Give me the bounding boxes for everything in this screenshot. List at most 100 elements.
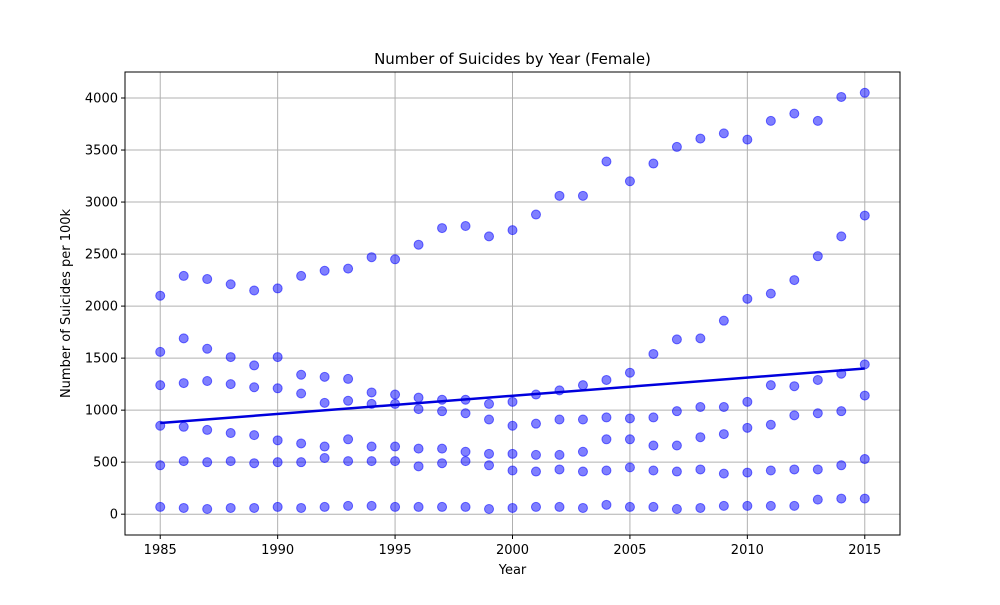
data-point xyxy=(601,499,612,510)
data-point xyxy=(859,454,870,465)
data-point xyxy=(859,87,870,98)
x-tick-label: 1990 xyxy=(261,543,294,558)
data-point xyxy=(155,501,166,512)
data-point xyxy=(296,502,307,513)
data-point xyxy=(554,501,565,512)
y-tick-label: 3500 xyxy=(85,144,118,159)
data-point xyxy=(507,225,518,236)
data-point xyxy=(460,220,471,231)
data-point xyxy=(249,360,260,371)
data-point xyxy=(742,396,753,407)
data-point xyxy=(695,502,706,513)
data-point xyxy=(765,380,776,391)
data-point xyxy=(225,352,236,363)
data-point xyxy=(648,158,659,169)
data-point xyxy=(178,502,189,513)
data-point xyxy=(390,441,401,452)
data-point xyxy=(624,176,635,187)
data-point xyxy=(648,440,659,451)
data-point xyxy=(695,432,706,443)
data-point xyxy=(577,414,588,425)
data-point xyxy=(624,434,635,445)
data-point xyxy=(366,500,377,511)
data-point xyxy=(671,440,682,451)
data-points xyxy=(155,87,870,514)
data-point xyxy=(296,369,307,380)
data-point xyxy=(577,466,588,477)
data-point xyxy=(601,412,612,423)
y-tick-label: 500 xyxy=(93,456,118,471)
data-point xyxy=(671,503,682,514)
data-point xyxy=(249,430,260,441)
data-point xyxy=(484,398,495,409)
data-point xyxy=(272,457,283,468)
data-point xyxy=(272,435,283,446)
data-point xyxy=(718,429,729,440)
data-point xyxy=(225,456,236,467)
data-point xyxy=(859,210,870,221)
data-point xyxy=(836,493,847,504)
data-point xyxy=(319,453,330,464)
data-point xyxy=(554,464,565,475)
data-point xyxy=(366,441,377,452)
data-point xyxy=(718,128,729,139)
data-point xyxy=(648,412,659,423)
data-point xyxy=(601,434,612,445)
data-point xyxy=(695,402,706,413)
data-point xyxy=(178,378,189,389)
data-point xyxy=(484,448,495,459)
x-tick-label: 2005 xyxy=(613,543,646,558)
data-point xyxy=(460,446,471,457)
data-point xyxy=(765,465,776,476)
data-point xyxy=(577,502,588,513)
data-point xyxy=(671,406,682,417)
data-point xyxy=(155,290,166,301)
data-point xyxy=(460,408,471,419)
data-point xyxy=(507,465,518,476)
data-point xyxy=(742,422,753,433)
data-point xyxy=(836,460,847,471)
data-point xyxy=(507,396,518,407)
data-point xyxy=(202,424,213,435)
data-point xyxy=(789,500,800,511)
data-point xyxy=(225,428,236,439)
data-point xyxy=(530,209,541,220)
data-point xyxy=(343,263,354,274)
data-point xyxy=(343,395,354,406)
data-point xyxy=(249,285,260,296)
data-point xyxy=(343,456,354,467)
data-point xyxy=(836,231,847,242)
data-point xyxy=(812,408,823,419)
data-point xyxy=(178,456,189,467)
data-point xyxy=(437,501,448,512)
data-point xyxy=(225,279,236,290)
data-point xyxy=(648,465,659,476)
data-point xyxy=(554,190,565,201)
data-point xyxy=(437,223,448,234)
data-point xyxy=(296,388,307,399)
data-point xyxy=(249,382,260,393)
data-point xyxy=(836,91,847,102)
data-point xyxy=(718,500,729,511)
data-point xyxy=(554,449,565,460)
data-point xyxy=(765,500,776,511)
data-point xyxy=(601,156,612,167)
data-point xyxy=(671,141,682,152)
data-point xyxy=(624,462,635,473)
y-axis-label: Number of Suicides per 100k xyxy=(59,208,74,398)
y-tick-label: 1500 xyxy=(85,352,118,367)
data-point xyxy=(249,502,260,513)
data-point xyxy=(789,381,800,392)
data-point xyxy=(390,456,401,467)
data-point xyxy=(155,380,166,391)
data-point xyxy=(296,438,307,449)
data-point xyxy=(460,456,471,467)
y-tick-label: 0 xyxy=(110,508,118,523)
data-point xyxy=(225,502,236,513)
trend-line-group xyxy=(160,367,865,425)
data-point xyxy=(812,464,823,475)
data-point xyxy=(202,457,213,468)
data-point xyxy=(437,458,448,469)
data-point xyxy=(695,333,706,344)
